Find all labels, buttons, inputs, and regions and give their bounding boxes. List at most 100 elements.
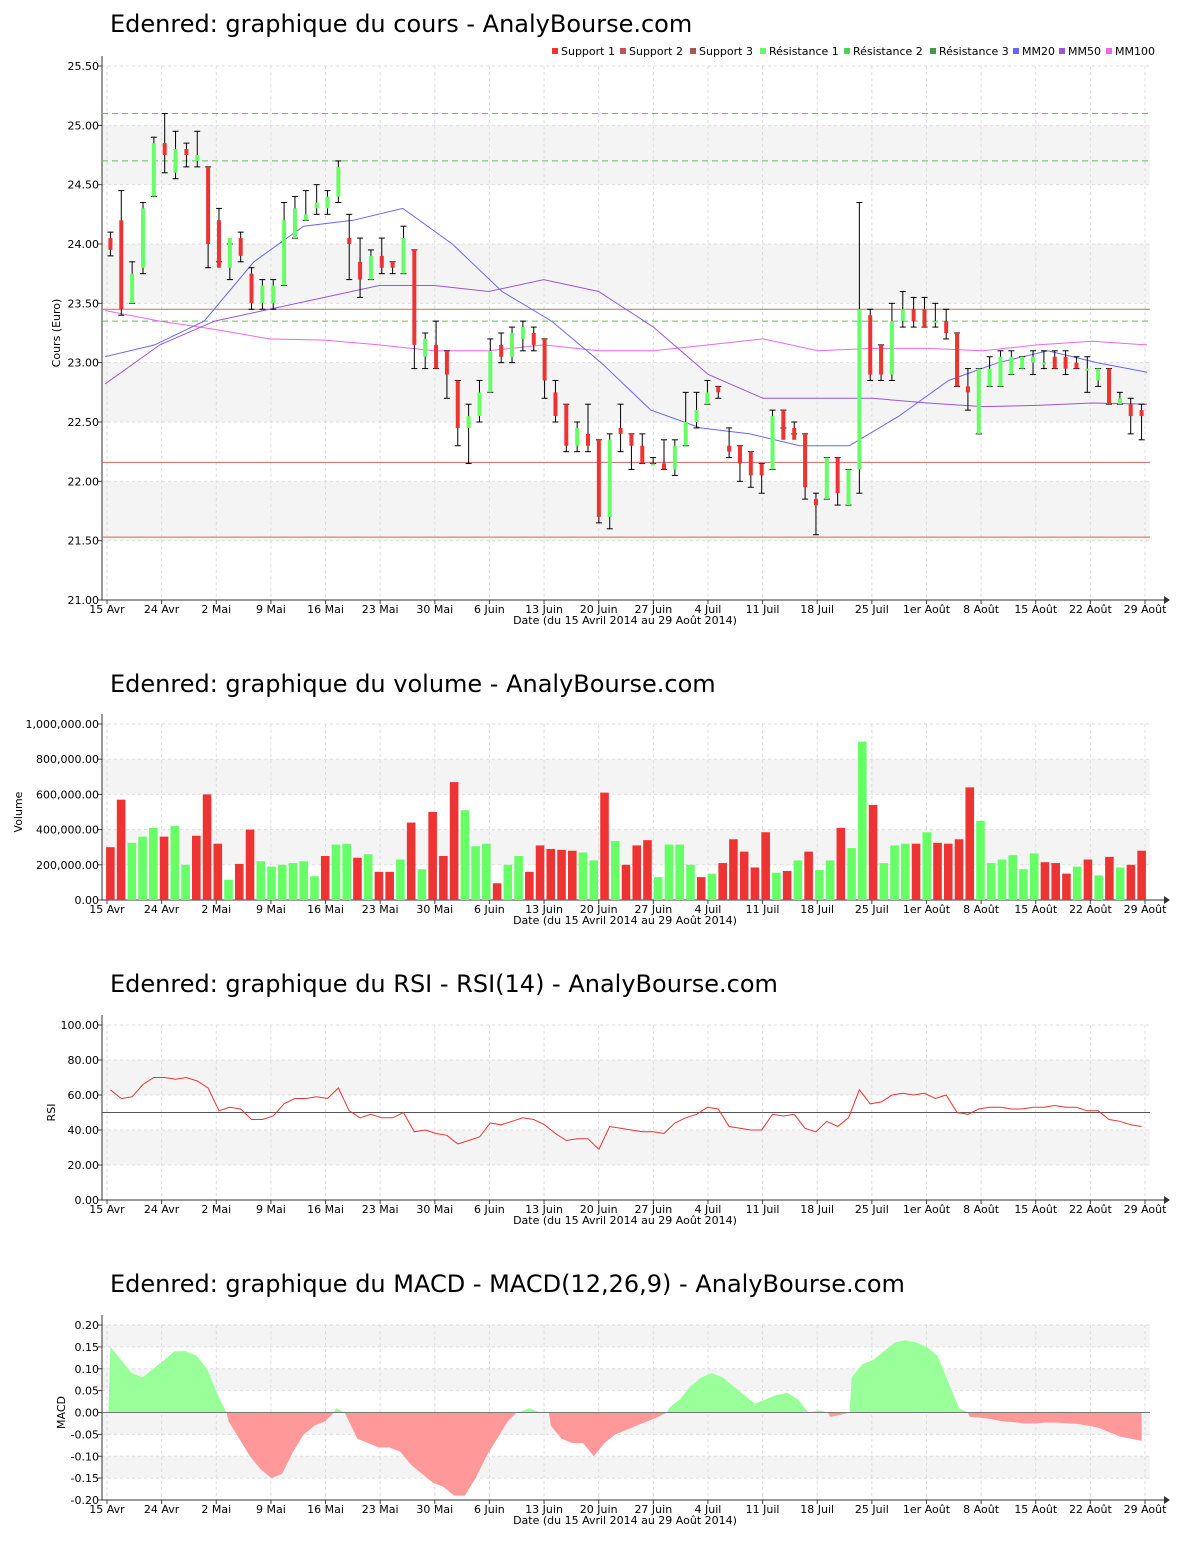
volume-bar [417,869,427,900]
volume-bar [1062,873,1071,900]
volume-bar [138,836,147,900]
candle-body [1085,368,1090,371]
rsi-panel: Edenred: graphique du RSI - RSI(14) - An… [0,960,1200,1240]
y-tick-label: 21.00 [68,594,100,607]
candle-body [955,333,960,387]
volume-bar [976,820,985,900]
y-tick-label: -0.15 [71,1472,99,1485]
x-tick-label: 4 Juil [695,903,722,916]
candle-body [249,273,254,304]
candle-body [1052,356,1057,369]
y-tick-label: 20.00 [68,1159,100,1172]
candle-body [130,273,135,304]
volume-bar [836,827,846,900]
candle-body [868,315,873,375]
candle-body [629,433,634,446]
legend-label: Résistance 3 [939,45,1009,58]
volume-bar [1051,863,1060,900]
legend-label: Résistance 2 [853,45,923,58]
x-tick-label: 22 Août [1069,903,1113,916]
candle-body [162,143,167,155]
candle-body [510,333,515,357]
y-tick-label: 22.00 [68,475,100,488]
candle-body [195,155,200,161]
candle-body [694,410,699,422]
candle-body [1096,368,1101,381]
volume-bar [890,845,899,900]
x-tick-label: 8 Août [963,1203,1000,1216]
x-tick-label: 20 Juin [580,1503,618,1516]
volume-bar [159,836,169,900]
candle-body [911,309,916,322]
volume-bar [858,741,867,900]
y-tick-label: 0.00 [75,894,100,907]
candle-body [586,433,591,446]
y-tick-label: 21.50 [68,535,100,548]
x-tick-label: 24 Avr [144,903,180,916]
volume-bar [557,849,566,900]
rsi-line [110,1076,1142,1151]
rsi-chart-title: Edenred: graphique du RSI - RSI(14) - An… [110,970,778,998]
candle-body [119,220,124,310]
x-axis-arrow [1164,596,1170,604]
x-tick-label: 22 Août [1069,603,1113,616]
x-tick-label: 15 Avr [89,603,125,616]
volume-bar [804,851,813,900]
volume-bar [578,852,588,900]
candle-body [944,321,949,333]
x-tick-label: 29 Août [1124,603,1168,616]
rsi-chart: 0.00 20.00 40.00 60.00 80.00 100.00 15 Avr 24 A… [45,1015,1170,1227]
mm50-line [104,279,1148,408]
volume-bar [1072,866,1082,900]
x-axis-label: Date (du 15 Avril 2014 au 29 Août 2014) [513,1514,737,1527]
y-tick-label: -0.05 [71,1428,99,1441]
macd-negative-area [828,1412,850,1417]
volume-bar [202,794,212,900]
price-chart-title: Edenred: graphique du cours - AnalyBours… [110,10,693,38]
y-tick-label: 0.05 [75,1385,100,1398]
y-tick-label: 23.50 [68,297,100,310]
candle-body [813,499,818,506]
candle-body [108,238,113,250]
candle-body [933,321,938,324]
candle-body [140,208,145,268]
candle-body [672,445,677,470]
macd-negative-area [226,1412,334,1479]
volume-bar [911,843,921,900]
volume-bar [482,843,491,900]
x-tick-label: 15 Avr [89,903,125,916]
x-tick-label: 13 Juin [525,1203,563,1216]
macd-negative-area [344,1412,517,1496]
volume-bar [428,812,437,900]
x-tick-label: 25 Juil [855,1503,889,1516]
volume-bar [632,845,642,900]
volume-bar [729,839,738,900]
candle-body [238,238,243,256]
grid-band [102,1130,1150,1165]
legend-swatch [930,48,936,54]
volume-bar [525,871,534,900]
x-tick-label: 2 Mai [201,903,231,916]
x-tick-label: 4 Juil [695,1203,722,1216]
candle-body [803,433,808,488]
volume-bar [149,827,158,900]
legend-swatch [760,48,766,54]
y-tick-label: 25.50 [68,60,100,73]
volume-bar [1137,850,1146,900]
x-tick-label: 1er Août [903,1203,951,1216]
y-tick-label: 40.00 [68,1124,100,1137]
y-tick-label: 0.00 [75,1194,100,1207]
legend-swatch [690,48,696,54]
volume-bar [363,854,373,900]
volume-bar [761,832,770,900]
y-tick-label: 100.00 [61,1019,100,1032]
candle-body [1063,356,1068,369]
y-tick-label: 200,000.00 [36,859,99,872]
x-tick-label: 30 Mai [416,1503,453,1516]
volume-bar [793,860,803,900]
x-tick-label: 27 Juin [634,1203,672,1216]
x-tick-label: 23 Mai [362,603,399,616]
volume-bar [310,876,319,900]
x-tick-label: 6 Juin [474,1203,505,1216]
x-tick-label: 15 Avr [89,1503,125,1516]
